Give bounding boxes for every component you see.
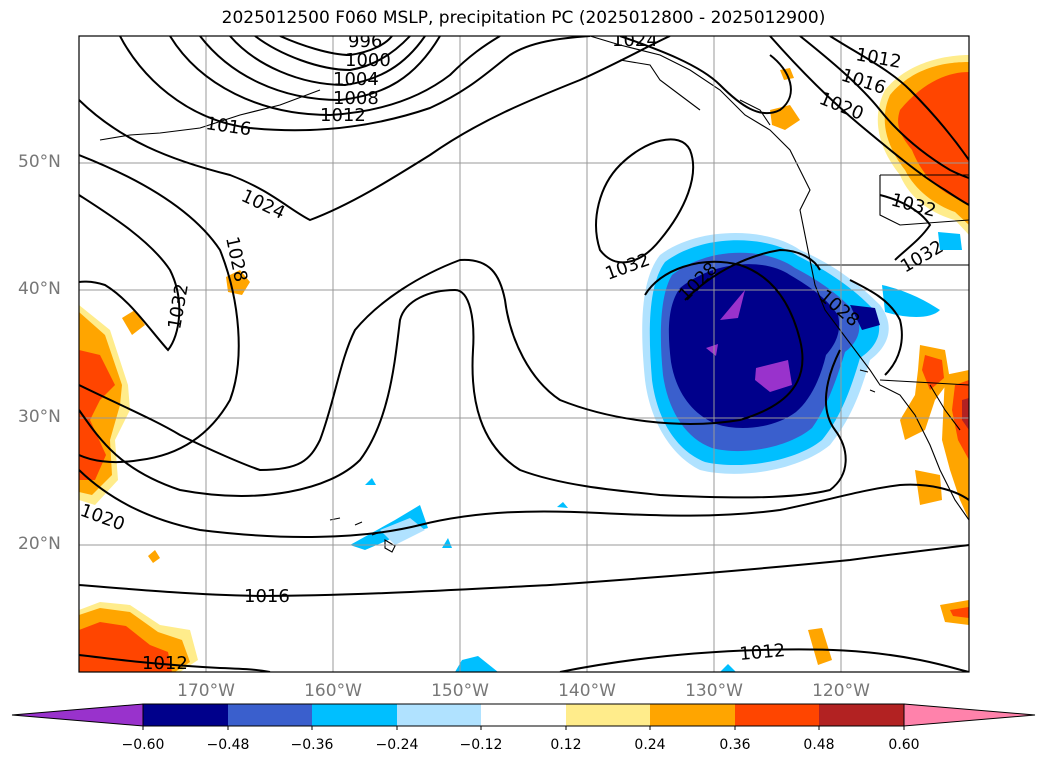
mslp-isobars	[79, 36, 969, 672]
lat-label-40n: 40°N	[18, 279, 61, 299]
contour-label: 996	[348, 31, 382, 52]
colorbar-tick: 0.48	[803, 737, 835, 753]
contour-label: 1008	[333, 88, 379, 109]
colorbar-tick: −0.36	[290, 737, 334, 753]
contour-label: 1012	[142, 653, 188, 674]
lon-label-170w: 170°W	[177, 681, 235, 701]
contour-label: 1004	[333, 69, 379, 90]
lat-label-20n: 20°N	[18, 534, 61, 554]
lat-label-30n: 30°N	[18, 407, 61, 427]
colorbar-tick: 0.12	[550, 737, 582, 753]
colorbar	[11, 703, 1036, 730]
contour-label: 1012	[320, 105, 366, 126]
colorbar-tick: 0.36	[719, 737, 751, 753]
colorbar-tick: −0.24	[375, 737, 419, 753]
contour-label: 1012	[739, 640, 786, 665]
gridlines	[79, 36, 969, 672]
colorbar-tick: −0.60	[121, 737, 165, 753]
colorbar-tick: 0.60	[888, 737, 920, 753]
contour-label: 1024	[612, 30, 658, 51]
map-frame	[78, 35, 970, 673]
lon-label-140w: 140°W	[558, 681, 616, 701]
colorbar-tick: −0.48	[206, 737, 250, 753]
lon-label-160w: 160°W	[304, 681, 362, 701]
colorbar-tick: 0.24	[634, 737, 666, 753]
lon-label-150w: 150°W	[431, 681, 489, 701]
contour-label: 1000	[345, 50, 391, 71]
lon-label-130w: 130°W	[685, 681, 743, 701]
positive-precip-anomaly	[79, 55, 969, 672]
lon-label-120w: 120°W	[812, 681, 870, 701]
colorbar-tick: −0.12	[459, 737, 503, 753]
map-title: 2025012500 F060 MSLP, precipitation PC (…	[221, 8, 826, 28]
contour-label: 1016	[244, 586, 290, 607]
lat-label-50n: 50°N	[18, 152, 61, 172]
map-area: 996 1000 1004 1008 1012 1016 1024 1028 1…	[79, 30, 969, 674]
